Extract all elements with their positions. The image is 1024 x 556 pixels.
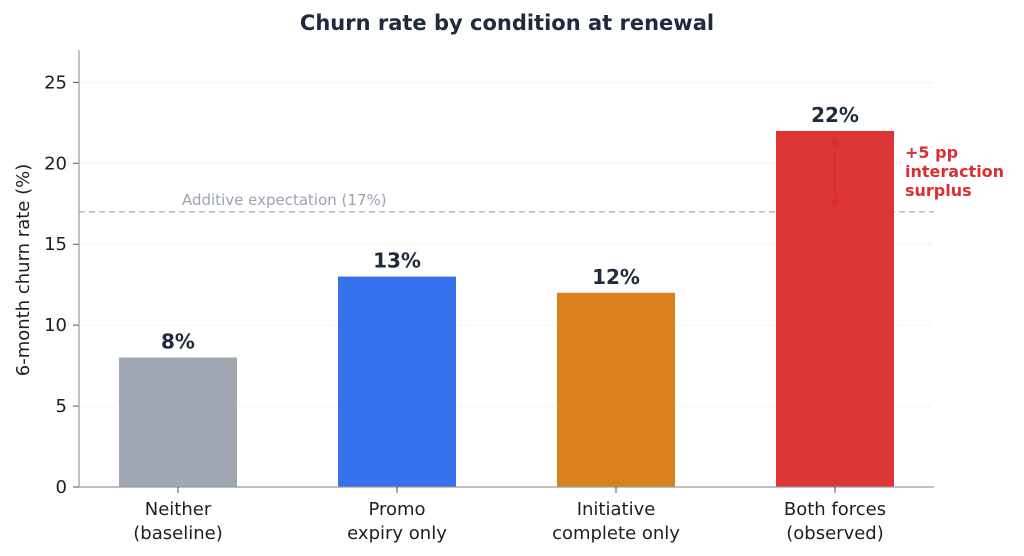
- chart-title: Churn rate by condition at renewal: [300, 11, 714, 35]
- y-tick-label: 10: [44, 315, 67, 336]
- bar-value-label: 13%: [373, 249, 421, 273]
- y-tick-label: 15: [44, 234, 67, 255]
- additive-expectation-label: Additive expectation (17%): [182, 191, 387, 209]
- bar: [119, 357, 237, 487]
- interaction-arrow-head-down: [829, 198, 841, 210]
- interaction-surplus-label: interaction: [905, 162, 1004, 181]
- interaction-arrow-head-up: [829, 134, 841, 146]
- value-labels: 8% 13% 12% 22%: [161, 103, 859, 354]
- y-tick-label: 20: [44, 153, 67, 174]
- bar-value-label: 8%: [161, 330, 195, 354]
- interaction-surplus-label: +5 pp: [905, 143, 958, 162]
- interaction-surplus-label: surplus: [905, 181, 972, 200]
- bar: [338, 276, 456, 487]
- bars: [119, 130, 894, 488]
- bar-value-label: 12%: [592, 265, 640, 289]
- x-tick-label: complete only: [552, 523, 680, 544]
- y-tick-label: 25: [44, 72, 67, 93]
- x-tick-label: Both forces: [784, 499, 886, 520]
- x-tick-label: Initiative: [577, 499, 656, 520]
- bar-value-label: 22%: [811, 103, 859, 127]
- x-tick-label: Neither: [145, 499, 212, 520]
- y-axis: 0 5 10 15 20 25: [44, 50, 80, 498]
- y-axis-label: 6-month churn rate (%): [13, 164, 34, 376]
- x-axis: Neither (baseline) Promo expiry only Initiat…: [79, 486, 934, 544]
- y-tick-label: 5: [56, 396, 67, 417]
- x-tick-label: (observed): [786, 523, 884, 544]
- bar: [557, 292, 675, 487]
- x-tick-label: expiry only: [347, 523, 447, 544]
- x-tick-label: (baseline): [133, 523, 222, 544]
- x-tick-label: Promo: [368, 499, 425, 520]
- y-tick-label: 0: [56, 477, 67, 498]
